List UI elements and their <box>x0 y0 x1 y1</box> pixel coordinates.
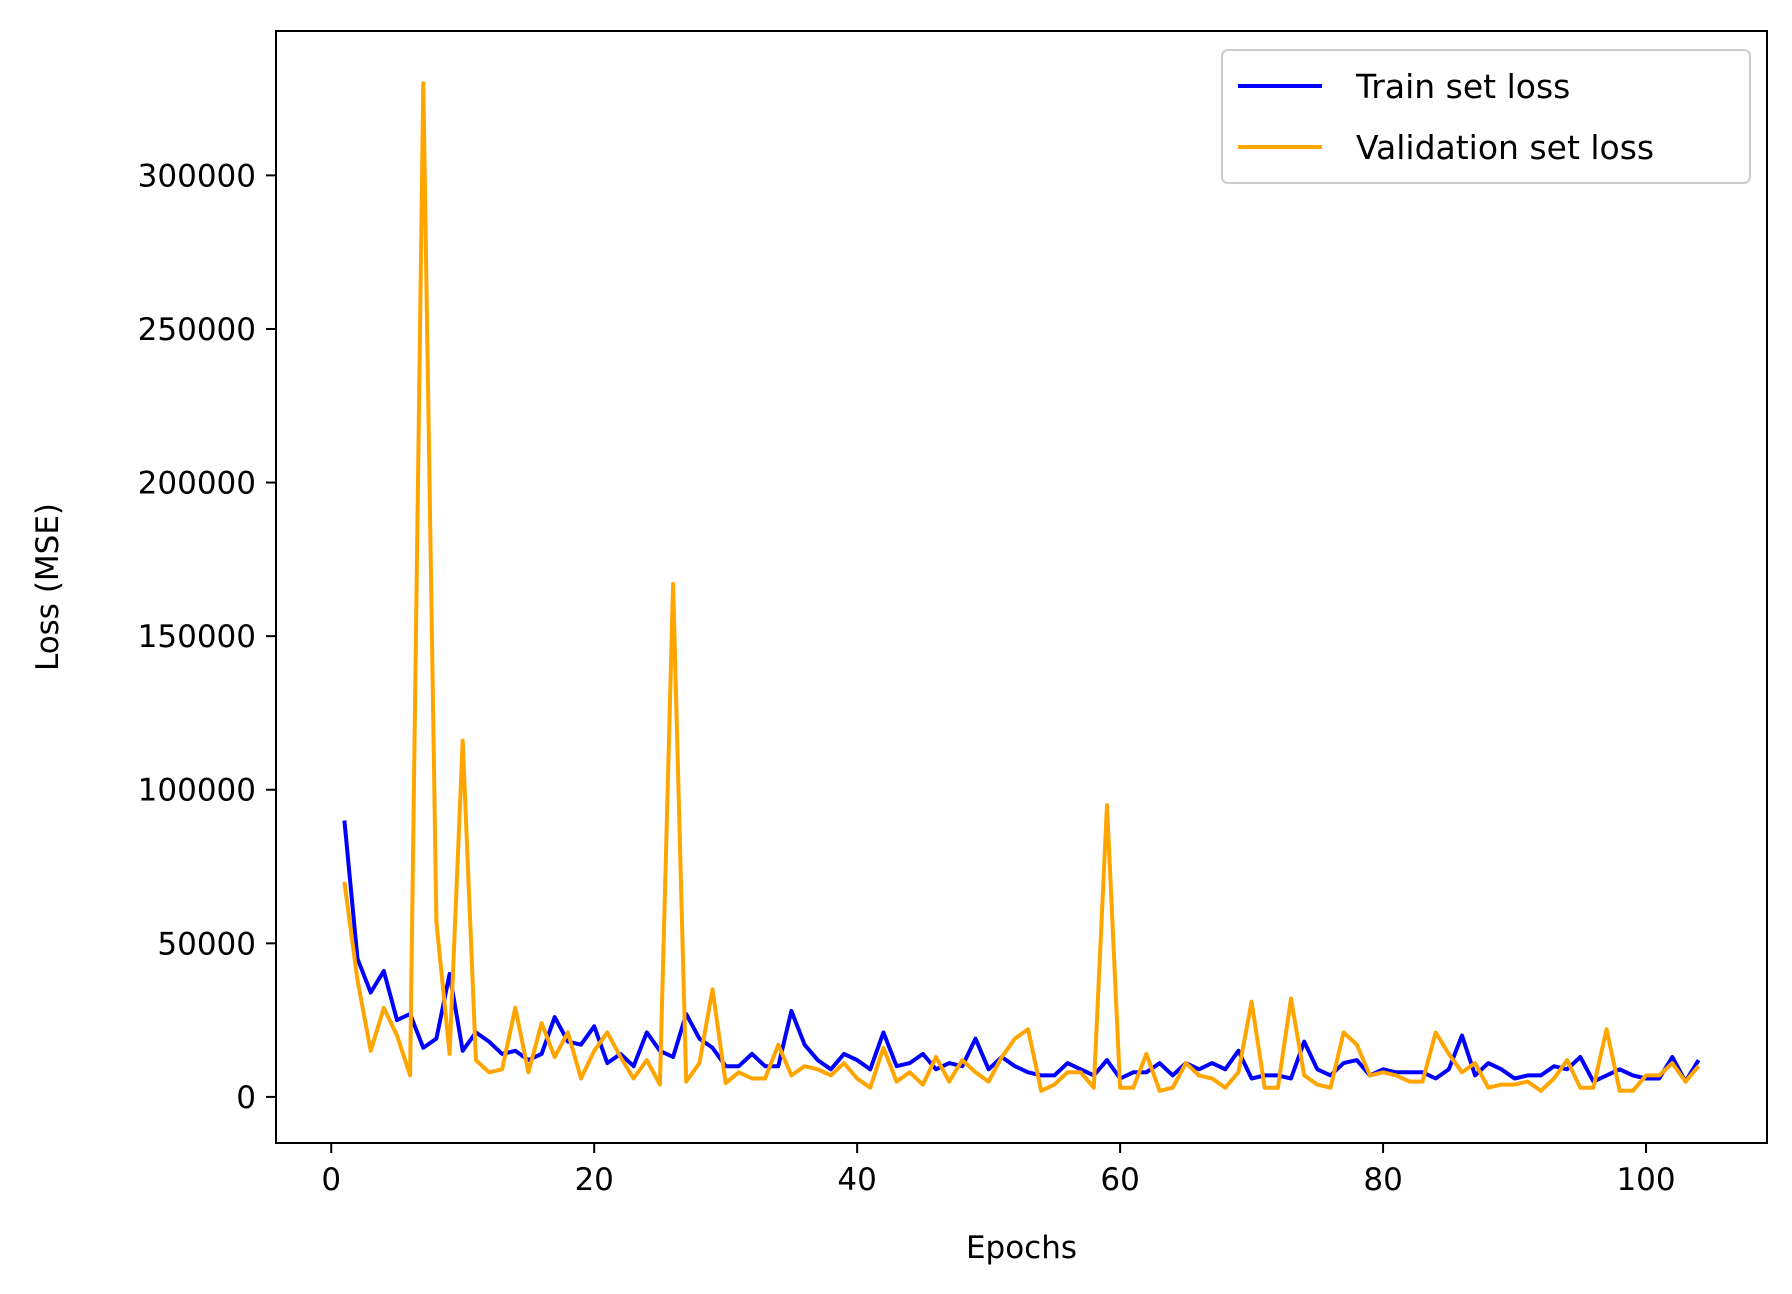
y-tick-label: 150000 <box>138 619 256 655</box>
x-axis: 0 20 40 60 80 100 <box>321 1143 1676 1198</box>
legend-label: Validation set loss <box>1356 128 1654 167</box>
x-tick-label: 20 <box>574 1162 613 1198</box>
y-tick-label: 100000 <box>138 773 256 809</box>
x-tick-label: 80 <box>1363 1162 1402 1198</box>
plot-frame <box>275 30 1768 1144</box>
y-tick-label: 50000 <box>157 926 256 962</box>
y-tick-label: 0 <box>236 1080 256 1116</box>
y-tick-label: 300000 <box>138 158 256 194</box>
y-axis: 0 50000 100000 150000 200000 250000 300000 <box>138 158 276 1116</box>
x-axis-label: Epochs <box>966 1230 1077 1266</box>
y-tick-label: 200000 <box>138 466 256 502</box>
legend-label: Train set loss <box>1355 67 1570 106</box>
series-line-validation <box>342 81 1701 1093</box>
x-tick-label: 60 <box>1100 1162 1139 1198</box>
plot-lines <box>342 81 1701 1093</box>
y-tick-label: 250000 <box>138 312 256 348</box>
x-tick-label: 100 <box>1616 1162 1675 1198</box>
y-axis-label: Loss (MSE) <box>30 503 66 671</box>
x-tick-label: 40 <box>837 1162 876 1198</box>
x-tick-label: 0 <box>321 1162 341 1198</box>
legend-box <box>1221 49 1751 184</box>
legend: Train set loss Validation set loss <box>1221 49 1751 184</box>
